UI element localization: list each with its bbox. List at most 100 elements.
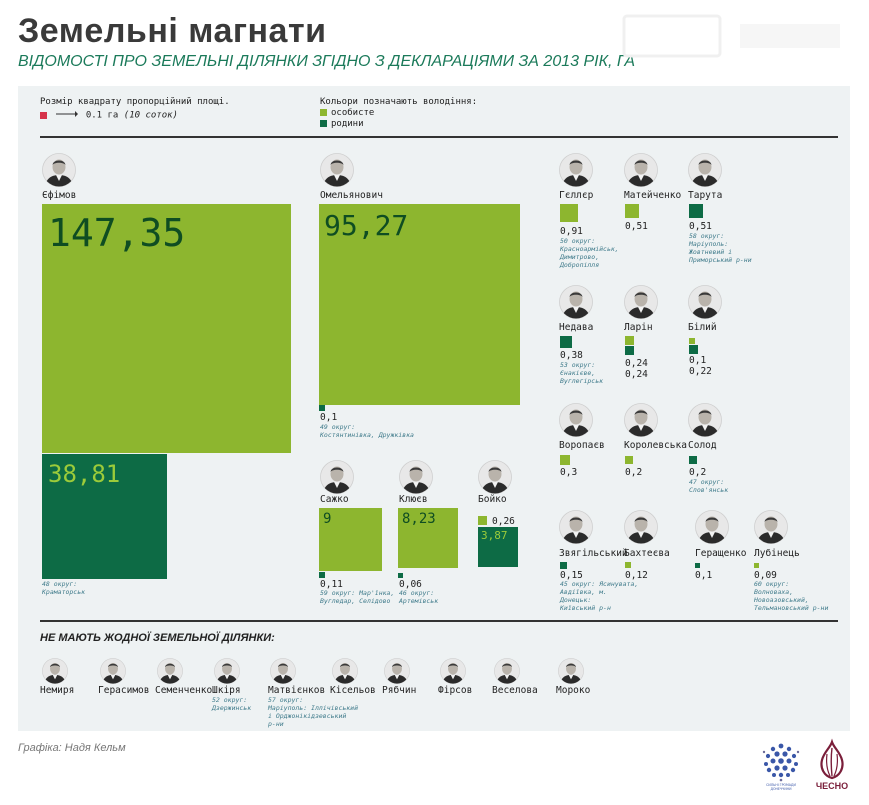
personal-square-p11 bbox=[319, 508, 382, 571]
hromady-logo: СИЛЬНІ ГРОМАДИ ДОНЕЧЧИНИ bbox=[762, 743, 800, 791]
family-square-p1 bbox=[319, 405, 325, 411]
unit-size-note: (10 соток) bbox=[123, 110, 178, 121]
okrug-p1: 49 округ: Костянтинівка, Дружківка bbox=[320, 423, 414, 439]
personal-square-p15 bbox=[625, 562, 631, 568]
personal-value-p17: 0,09 bbox=[754, 570, 777, 581]
personal-value-p3: 0,51 bbox=[625, 221, 648, 232]
avatar-p3 bbox=[624, 153, 658, 187]
name-p17: Лубінець bbox=[754, 548, 800, 559]
family-square-p14 bbox=[560, 562, 567, 569]
svg-text:ЧЕСНО: ЧЕСНО bbox=[816, 781, 848, 791]
personal-value-p9: 0,2 bbox=[625, 467, 643, 478]
name-p13: Бойко bbox=[478, 494, 507, 505]
okrug-p11: 59 округ: Мар'їнка, Вугледар, Селідово bbox=[320, 589, 395, 605]
family-square-p0 bbox=[42, 454, 167, 579]
okrug-p14: 45 округ: Ясинувата, Авдіївка, м. Донець… bbox=[560, 580, 639, 612]
legend-color-label: Кольори позначають володіння: bbox=[320, 97, 478, 107]
okrug-p4: 58 округ: Маріуполь: Жовтневий і Приморс… bbox=[689, 232, 752, 264]
name-p1: Омельянович bbox=[320, 190, 383, 201]
svg-text:СИЛЬНІ ГРОМАДИ: СИЛЬНІ ГРОМАДИ bbox=[766, 783, 796, 787]
okrug-p0: 48 округ: Краматорськ bbox=[42, 580, 86, 596]
avatar-p7 bbox=[688, 285, 722, 319]
avatar-p12 bbox=[399, 460, 433, 494]
name-p15: Бахтеєва bbox=[624, 548, 670, 559]
avatar-p6 bbox=[624, 285, 658, 319]
family-value-p12: 0,06 bbox=[399, 579, 422, 590]
no-land-name-n5: Кісельов bbox=[330, 685, 376, 696]
unit-size-value: 0.1 га bbox=[85, 110, 119, 121]
no-land-title: НЕ МАЮТЬ ЖОДНОЇ ЗЕМЕЛЬНОЇ ДІЛЯНКИ: bbox=[40, 632, 275, 644]
name-p11: Сажко bbox=[320, 494, 349, 505]
personal-value-p1: 95,27 bbox=[324, 209, 409, 242]
okrug-p17: 60 округ: Волноваха, Новоазовський, Тель… bbox=[754, 580, 829, 612]
family-value-p6: 0,24 bbox=[625, 369, 648, 380]
credit-text: Графіка: Надя Кельм bbox=[18, 742, 126, 754]
no-land-name-n3: Шкіря bbox=[212, 685, 241, 696]
family-square-p11 bbox=[319, 572, 325, 578]
okrug-p5: 53 округ: Єнакієве, Вуглегірськ bbox=[560, 361, 604, 385]
legend-size-label: Розмір квадрату пропорційний площі. bbox=[40, 97, 230, 107]
arrow-icon bbox=[56, 110, 80, 120]
family-swatch bbox=[320, 120, 327, 127]
no-land-name-n4: Матвієнков bbox=[268, 685, 326, 696]
divider-top bbox=[40, 136, 838, 138]
unit-swatch bbox=[40, 111, 47, 119]
personal-square-p1 bbox=[319, 204, 520, 405]
no-land-name-n0: Немиря bbox=[40, 685, 75, 696]
svg-text:ДОНЕЧЧИНИ: ДОНЕЧЧИНИ bbox=[771, 787, 793, 791]
family-square-p10 bbox=[689, 456, 697, 464]
name-p12: Клюєв bbox=[399, 494, 428, 505]
legend-personal: особисте bbox=[320, 108, 374, 118]
family-value-p10: 0,2 bbox=[689, 467, 707, 478]
personal-square-p7 bbox=[689, 338, 695, 344]
okrug-p10: 47 округ: Слов'янськ bbox=[689, 478, 729, 494]
avatar-n8 bbox=[494, 658, 520, 684]
personal-value-p13: 0,26 bbox=[492, 516, 515, 527]
name-p0: Єфімов bbox=[42, 190, 77, 201]
family-value-p16: 0,1 bbox=[695, 570, 713, 581]
legend-size-example: 0.1 га (10 соток) bbox=[40, 110, 178, 121]
divider-bottom bbox=[40, 620, 838, 622]
avatar-n1 bbox=[100, 658, 126, 684]
avatar-p17 bbox=[754, 510, 788, 544]
personal-square-p9 bbox=[625, 456, 633, 464]
page-subtitle: ВІДОМОСТІ ПРО ЗЕМЕЛЬНІ ДІЛЯНКИ ЗГІДНО З … bbox=[18, 53, 636, 70]
personal-value-p6: 0,24 bbox=[625, 358, 648, 369]
family-value-p14: 0,15 bbox=[560, 570, 583, 581]
family-value-p1: 0,1 bbox=[320, 412, 338, 423]
family-square-p4 bbox=[689, 204, 703, 218]
legend-personal-label: особисте bbox=[331, 108, 375, 118]
avatar-n0 bbox=[42, 658, 68, 684]
personal-value-p15: 0,12 bbox=[625, 570, 648, 581]
name-p6: Ларін bbox=[624, 322, 653, 333]
no-land-name-n7: Фірсов bbox=[438, 685, 473, 696]
personal-value-p2: 0,91 bbox=[560, 226, 583, 237]
name-p8: Воропаєв bbox=[559, 440, 605, 451]
avatar-n5 bbox=[332, 658, 358, 684]
personal-square-p3 bbox=[625, 204, 639, 218]
avatar-p13 bbox=[478, 460, 512, 494]
no-land-name-n1: Герасимов bbox=[98, 685, 150, 696]
avatar-p0 bbox=[42, 153, 76, 187]
family-square-p16 bbox=[695, 563, 700, 568]
name-p10: Солод bbox=[688, 440, 717, 451]
personal-value-p11: 9 bbox=[323, 511, 332, 527]
family-square-p7 bbox=[689, 345, 698, 354]
family-value-p11: 0,11 bbox=[320, 579, 343, 590]
no-land-okrug-n3: 52 округ: Дзержинськ bbox=[212, 696, 252, 712]
personal-square-p12 bbox=[398, 508, 458, 568]
watermark-logo bbox=[622, 14, 840, 58]
personal-square-p6 bbox=[625, 336, 634, 345]
okrug-p2: 50 округ: Красноармійськ, Димитрово, Доб… bbox=[560, 237, 619, 269]
family-square-p13 bbox=[478, 527, 518, 567]
name-p5: Недава bbox=[559, 322, 594, 333]
avatar-p14 bbox=[559, 510, 593, 544]
legend-family-label: родини bbox=[331, 119, 364, 129]
family-value-p4: 0,51 bbox=[689, 221, 712, 232]
avatar-n7 bbox=[440, 658, 466, 684]
name-p14: Звягільський bbox=[559, 548, 628, 559]
family-value-p13: 3,87 bbox=[481, 529, 508, 542]
personal-square-p13 bbox=[478, 516, 487, 525]
personal-value-p8: 0,3 bbox=[560, 467, 578, 478]
name-p16: Геращенко bbox=[695, 548, 747, 559]
